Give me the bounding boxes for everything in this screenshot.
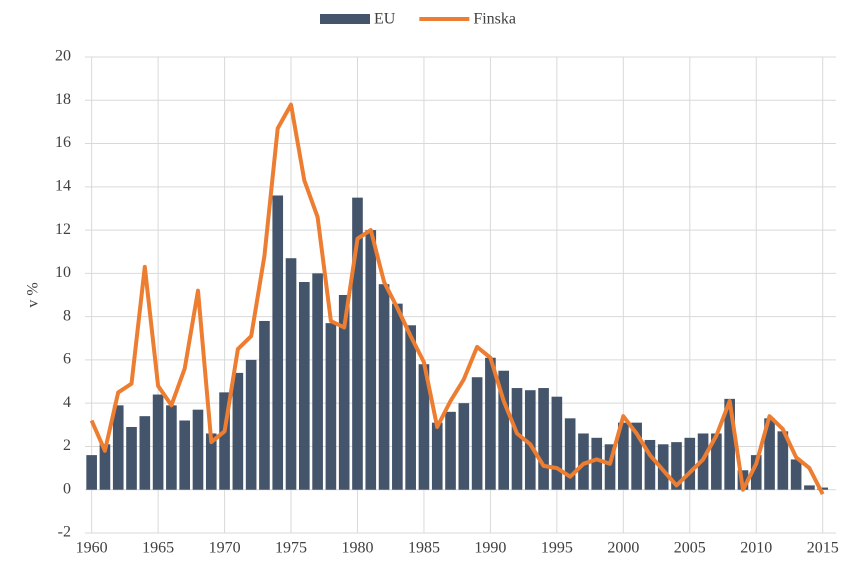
x-tick-label: 2005	[674, 540, 706, 557]
x-tick-label: 1995	[541, 540, 573, 557]
bar	[777, 431, 789, 490]
bar	[578, 433, 589, 490]
bar	[245, 359, 257, 490]
bar	[618, 422, 629, 490]
bar	[418, 364, 430, 490]
bar	[445, 411, 456, 490]
y-tick-label: 20	[55, 48, 71, 65]
bar	[458, 403, 470, 490]
bar	[312, 273, 323, 490]
bar	[192, 409, 204, 490]
bar	[790, 459, 802, 490]
bar	[179, 420, 191, 490]
bar	[551, 396, 563, 490]
legend-swatch	[320, 14, 370, 24]
bar	[750, 455, 762, 490]
bar	[524, 390, 536, 490]
x-tick-label: 1970	[209, 540, 241, 557]
x-tick-label: 1965	[142, 540, 174, 557]
y-tick-label: 18	[55, 91, 71, 108]
bar	[325, 323, 337, 490]
y-tick-label: 12	[55, 221, 71, 238]
bar	[804, 485, 815, 490]
bar	[711, 433, 722, 490]
bar	[205, 433, 217, 490]
bar	[498, 370, 510, 490]
bar	[511, 388, 523, 490]
bar	[365, 230, 377, 490]
bar	[126, 426, 137, 490]
legend-label: Finska	[473, 11, 516, 28]
y-tick-label: 0	[63, 480, 71, 497]
x-tick-label: 1960	[76, 540, 108, 557]
bar	[285, 258, 297, 490]
y-tick-label: 2	[63, 437, 71, 454]
y-tick-label: 14	[55, 177, 71, 194]
x-tick-label: 1980	[341, 540, 373, 557]
bar	[139, 416, 151, 490]
legend-label: EU	[374, 11, 396, 28]
bar	[112, 405, 124, 490]
bar	[352, 197, 363, 490]
bar	[684, 437, 696, 490]
y-tick-label: 16	[55, 134, 71, 151]
bar	[219, 392, 230, 490]
bar	[671, 442, 682, 490]
bar	[631, 422, 642, 490]
x-tick-label: 1975	[275, 540, 307, 557]
bar	[471, 377, 483, 490]
bar	[392, 303, 403, 490]
bar	[299, 282, 310, 490]
bar	[538, 388, 549, 490]
bar	[644, 439, 656, 490]
bar	[817, 487, 829, 490]
bar	[259, 320, 270, 490]
y-tick-label: 8	[63, 307, 71, 324]
bar	[272, 195, 284, 490]
x-tick-label: 1990	[474, 540, 506, 557]
y-tick-label: 4	[63, 394, 71, 411]
x-tick-label: 2010	[740, 540, 772, 557]
y-tick-label: 10	[55, 264, 71, 281]
bar	[405, 325, 416, 490]
bar	[338, 295, 350, 490]
bar	[485, 357, 496, 490]
bar	[591, 437, 603, 490]
line	[89, 102, 825, 496]
bar	[99, 444, 111, 490]
x-tick-label: 2000	[607, 540, 639, 557]
bar	[166, 405, 177, 490]
bar	[764, 418, 775, 490]
bar	[86, 455, 97, 490]
y-tick-label: -2	[58, 524, 71, 541]
bar	[604, 444, 616, 490]
bar	[657, 444, 669, 490]
x-tick-label: 2015	[807, 540, 839, 557]
bar	[152, 394, 164, 490]
y-tick-label: 6	[63, 351, 71, 368]
bar	[378, 284, 390, 490]
bar	[431, 422, 443, 490]
y-axis-label: v %	[25, 282, 42, 307]
bar	[232, 372, 244, 490]
bar	[724, 398, 735, 490]
bar	[564, 418, 576, 490]
x-tick-label: 1985	[408, 540, 440, 557]
